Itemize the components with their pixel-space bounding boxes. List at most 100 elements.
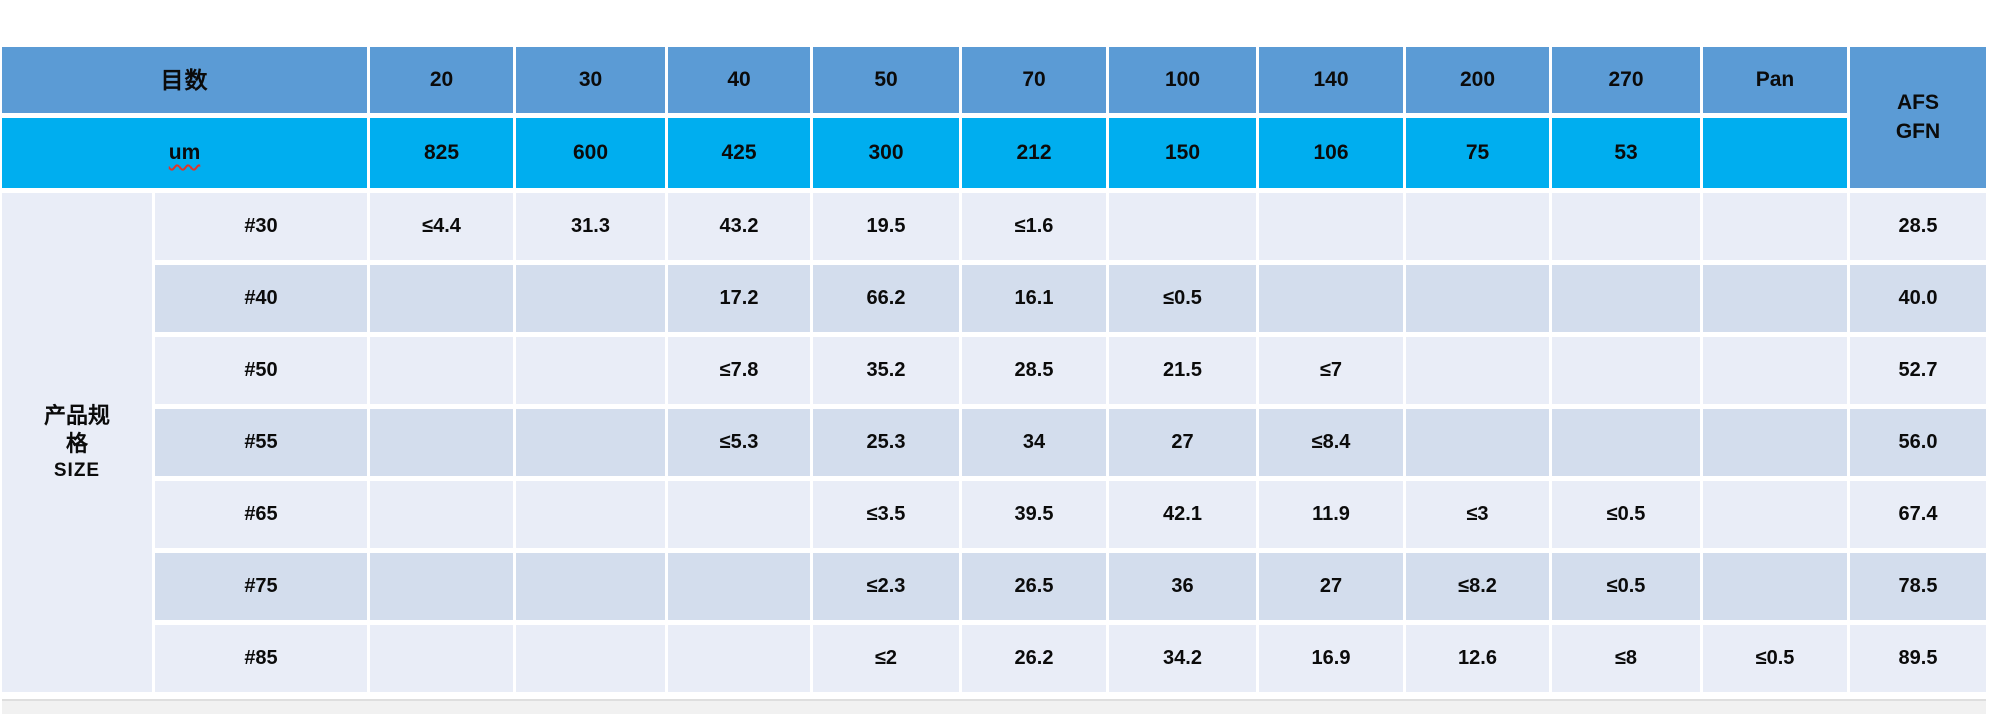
mesh-count-header: 目数 <box>2 47 367 113</box>
row-label: #85 <box>155 625 367 692</box>
table-cell <box>370 337 513 404</box>
table-cell: ≤3.5 <box>813 481 959 548</box>
table-cell <box>516 337 665 404</box>
um-value: 106 <box>1259 118 1403 188</box>
table-cell: 16.1 <box>962 265 1106 332</box>
row-label: #50 <box>155 337 367 404</box>
table-cell: 11.9 <box>1259 481 1403 548</box>
table-cell: 34 <box>962 409 1106 476</box>
table-cell <box>1109 193 1256 260</box>
table-cell <box>668 481 810 548</box>
afs-value: 89.5 <box>1850 625 1986 692</box>
table-cell <box>1703 409 1847 476</box>
table-cell <box>516 481 665 548</box>
table-cell <box>370 625 513 692</box>
afs-label: AFS <box>1897 91 1939 115</box>
um-value: 212 <box>962 118 1106 188</box>
um-value: 75 <box>1406 118 1549 188</box>
table-cell: ≤0.5 <box>1552 481 1700 548</box>
table-cell: 66.2 <box>813 265 959 332</box>
table-cell: ≤2.3 <box>813 553 959 620</box>
table-cell <box>1259 265 1403 332</box>
table-cell: ≤0.5 <box>1109 265 1256 332</box>
table-cell: ≤8.2 <box>1406 553 1549 620</box>
table-cell <box>1552 409 1700 476</box>
table-cell: 26.2 <box>962 625 1106 692</box>
table-cell <box>1406 337 1549 404</box>
table-cell <box>1703 265 1847 332</box>
table-cell: 35.2 <box>813 337 959 404</box>
table-cell <box>370 265 513 332</box>
table-cell: 12.6 <box>1406 625 1549 692</box>
mesh-size-header: Pan <box>1703 47 1847 113</box>
um-value: 150 <box>1109 118 1256 188</box>
um-value <box>1703 118 1847 188</box>
table-cell: 27 <box>1109 409 1256 476</box>
table-cell: ≤3 <box>1406 481 1549 548</box>
table-cell: 43.2 <box>668 193 810 260</box>
table-cell <box>370 553 513 620</box>
afs-value: 56.0 <box>1850 409 1986 476</box>
table-cell <box>1703 553 1847 620</box>
group-label-cn-1: 产品规 <box>43 402 110 428</box>
table-cell <box>1703 337 1847 404</box>
mesh-size-header: 100 <box>1109 47 1256 113</box>
table-cell <box>516 553 665 620</box>
table-cell: 25.3 <box>813 409 959 476</box>
um-value: 425 <box>668 118 810 188</box>
mesh-size-header: 270 <box>1552 47 1700 113</box>
table-cell: 42.1 <box>1109 481 1256 548</box>
product-size-group-label: 产品规 格 SIZE <box>2 193 152 692</box>
um-label: um <box>168 140 201 164</box>
table-cell: ≤0.5 <box>1703 625 1847 692</box>
table-cell <box>1552 193 1700 260</box>
table-cell: 36 <box>1109 553 1256 620</box>
next-row-cutoff-strip <box>2 699 1986 714</box>
table-cell: ≤2 <box>813 625 959 692</box>
table-cell <box>370 409 513 476</box>
table-cell: ≤4.4 <box>370 193 513 260</box>
mesh-size-header: 30 <box>516 47 665 113</box>
table-cell: ≤8.4 <box>1259 409 1403 476</box>
afs-value: 28.5 <box>1850 193 1986 260</box>
um-value: 300 <box>813 118 959 188</box>
table-cell: 17.2 <box>668 265 810 332</box>
afs-value: 40.0 <box>1850 265 1986 332</box>
table-cell <box>668 553 810 620</box>
gfn-label: GFN <box>1895 119 1941 143</box>
row-label: #40 <box>155 265 367 332</box>
table-cell: 31.3 <box>516 193 665 260</box>
sieve-spec-table: 目数 20 30 40 50 70 100 140 200 270 Pan AF… <box>2 47 1986 692</box>
table-cell <box>1406 265 1549 332</box>
table-cell <box>1552 265 1700 332</box>
table-cell: 39.5 <box>962 481 1106 548</box>
um-header: um <box>2 118 367 188</box>
table-cell <box>516 265 665 332</box>
table-cell: 27 <box>1259 553 1403 620</box>
um-value: 53 <box>1552 118 1700 188</box>
afs-gfn-header: AFS GFN <box>1850 47 1986 188</box>
table-cell <box>1406 409 1549 476</box>
table-cell <box>1259 193 1403 260</box>
mesh-size-header: 50 <box>813 47 959 113</box>
row-label: #75 <box>155 553 367 620</box>
table-cell: ≤8 <box>1552 625 1700 692</box>
table-cell: ≤7 <box>1259 337 1403 404</box>
mesh-size-header: 20 <box>370 47 513 113</box>
mesh-size-header: 140 <box>1259 47 1403 113</box>
table-cell <box>1703 481 1847 548</box>
afs-value: 52.7 <box>1850 337 1986 404</box>
table-cell <box>370 481 513 548</box>
table-cell: ≤7.8 <box>668 337 810 404</box>
um-value: 600 <box>516 118 665 188</box>
row-label: #30 <box>155 193 367 260</box>
table-cell <box>668 625 810 692</box>
table-cell <box>1552 337 1700 404</box>
table-cell <box>1703 193 1847 260</box>
table-cell: ≤0.5 <box>1552 553 1700 620</box>
table-cell: 28.5 <box>962 337 1106 404</box>
table-cell: 19.5 <box>813 193 959 260</box>
group-label-en: SIZE <box>53 459 101 481</box>
table-cell: 34.2 <box>1109 625 1256 692</box>
table-cell: 21.5 <box>1109 337 1256 404</box>
